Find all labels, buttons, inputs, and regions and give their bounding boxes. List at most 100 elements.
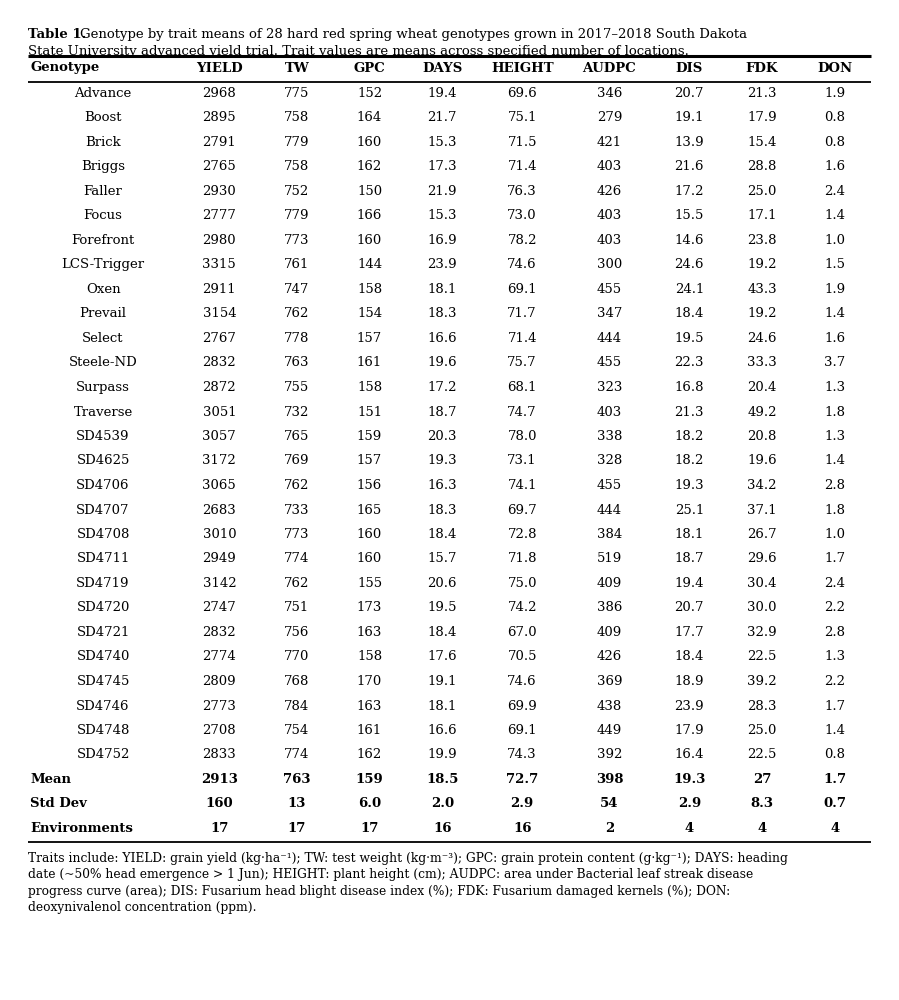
Text: Genotype by trait means of 28 hard red spring wheat genotypes grown in 2017–2018: Genotype by trait means of 28 hard red s…	[80, 28, 747, 41]
Text: 17.7: 17.7	[674, 626, 704, 639]
Text: 426: 426	[597, 650, 622, 663]
Text: 19.2: 19.2	[747, 258, 777, 271]
Text: 32.9: 32.9	[747, 626, 777, 639]
Text: 763: 763	[283, 773, 311, 786]
Text: 20.7: 20.7	[674, 601, 704, 614]
Text: 732: 732	[284, 406, 309, 418]
Text: SD4748: SD4748	[76, 724, 129, 737]
Text: 18.2: 18.2	[674, 430, 704, 443]
Text: 26.7: 26.7	[747, 528, 777, 541]
Text: 17.1: 17.1	[747, 209, 777, 222]
Text: 779: 779	[284, 209, 309, 222]
Text: 20.6: 20.6	[428, 577, 457, 590]
Text: 19.6: 19.6	[427, 357, 457, 369]
Text: 19.5: 19.5	[428, 601, 457, 614]
Text: 165: 165	[357, 503, 382, 516]
Text: 2872: 2872	[202, 381, 236, 394]
Text: 2: 2	[605, 822, 614, 835]
Text: 0.8: 0.8	[824, 111, 845, 124]
Text: 74.6: 74.6	[507, 258, 537, 271]
Text: 762: 762	[284, 307, 309, 320]
Text: 3065: 3065	[202, 479, 236, 492]
Text: 2.2: 2.2	[824, 675, 845, 688]
Text: 159: 159	[356, 773, 384, 786]
Text: 20.8: 20.8	[747, 430, 777, 443]
Text: 2708: 2708	[202, 724, 236, 737]
Text: 24.1: 24.1	[674, 283, 704, 296]
Text: 24.6: 24.6	[747, 332, 777, 345]
Text: 398: 398	[596, 773, 623, 786]
Text: DIS: DIS	[676, 62, 703, 75]
Text: 18.2: 18.2	[674, 454, 704, 467]
Text: 384: 384	[597, 528, 622, 541]
Text: 154: 154	[357, 307, 382, 320]
Text: 328: 328	[597, 454, 622, 467]
Text: 17.2: 17.2	[674, 185, 704, 198]
Text: 21.3: 21.3	[674, 406, 704, 418]
Text: Environments: Environments	[30, 822, 133, 835]
Text: 157: 157	[357, 332, 382, 345]
Text: SD4719: SD4719	[76, 577, 129, 590]
Text: 3315: 3315	[202, 258, 236, 271]
Text: 2.4: 2.4	[824, 577, 845, 590]
Text: 74.6: 74.6	[507, 675, 537, 688]
Text: 74.3: 74.3	[507, 748, 537, 762]
Text: 20.3: 20.3	[428, 430, 457, 443]
Text: 2911: 2911	[202, 283, 236, 296]
Text: 20.4: 20.4	[747, 381, 777, 394]
Text: 14.6: 14.6	[674, 234, 704, 247]
Text: 18.5: 18.5	[426, 773, 458, 786]
Text: 1.7: 1.7	[824, 552, 845, 565]
Text: Surpass: Surpass	[76, 381, 130, 394]
Text: 16: 16	[513, 822, 531, 835]
Text: 2.4: 2.4	[824, 185, 845, 198]
Text: 17: 17	[288, 822, 306, 835]
Text: 22.5: 22.5	[747, 748, 777, 762]
Text: progress curve (area); DIS: Fusarium head blight disease index (%); FDK: Fusariu: progress curve (area); DIS: Fusarium hea…	[28, 885, 730, 898]
Text: 2968: 2968	[202, 87, 236, 100]
Text: 21.6: 21.6	[674, 160, 704, 173]
Text: 18.1: 18.1	[428, 283, 457, 296]
Text: 162: 162	[357, 748, 382, 762]
Text: 160: 160	[206, 797, 233, 810]
Text: 2809: 2809	[202, 675, 236, 688]
Text: 161: 161	[357, 724, 382, 737]
Text: Briggs: Briggs	[81, 160, 125, 173]
Text: SD4746: SD4746	[76, 700, 129, 712]
Text: 19.1: 19.1	[674, 111, 704, 124]
Text: 21.9: 21.9	[428, 185, 457, 198]
Text: 519: 519	[597, 552, 622, 565]
Text: 157: 157	[357, 454, 382, 467]
Text: 403: 403	[597, 234, 622, 247]
Text: 774: 774	[284, 748, 309, 762]
Text: 4: 4	[830, 822, 840, 835]
Text: 19.3: 19.3	[673, 773, 706, 786]
Text: 774: 774	[284, 552, 309, 565]
Text: 369: 369	[597, 675, 622, 688]
Text: 152: 152	[357, 87, 382, 100]
Text: 21.7: 21.7	[428, 111, 457, 124]
Text: 1.5: 1.5	[824, 258, 845, 271]
Text: 37.1: 37.1	[747, 503, 777, 516]
Text: 25.0: 25.0	[747, 185, 777, 198]
Text: 49.2: 49.2	[747, 406, 777, 418]
Text: 762: 762	[284, 577, 309, 590]
Text: 16.6: 16.6	[427, 332, 457, 345]
Text: 150: 150	[357, 185, 382, 198]
Text: DAYS: DAYS	[423, 62, 462, 75]
Text: 1.7: 1.7	[824, 700, 845, 712]
Text: 770: 770	[284, 650, 309, 663]
Text: 170: 170	[357, 675, 382, 688]
Text: 1.9: 1.9	[824, 283, 845, 296]
Text: 29.6: 29.6	[747, 552, 777, 565]
Text: 300: 300	[597, 258, 622, 271]
Text: 162: 162	[357, 160, 382, 173]
Text: 15.3: 15.3	[428, 209, 457, 222]
Text: 0.7: 0.7	[823, 797, 846, 810]
Text: SD4708: SD4708	[76, 528, 129, 541]
Text: 409: 409	[597, 626, 622, 639]
Text: 279: 279	[597, 111, 622, 124]
Text: 15.4: 15.4	[747, 136, 777, 149]
Text: 4: 4	[757, 822, 767, 835]
Text: AUDPC: AUDPC	[583, 62, 636, 75]
